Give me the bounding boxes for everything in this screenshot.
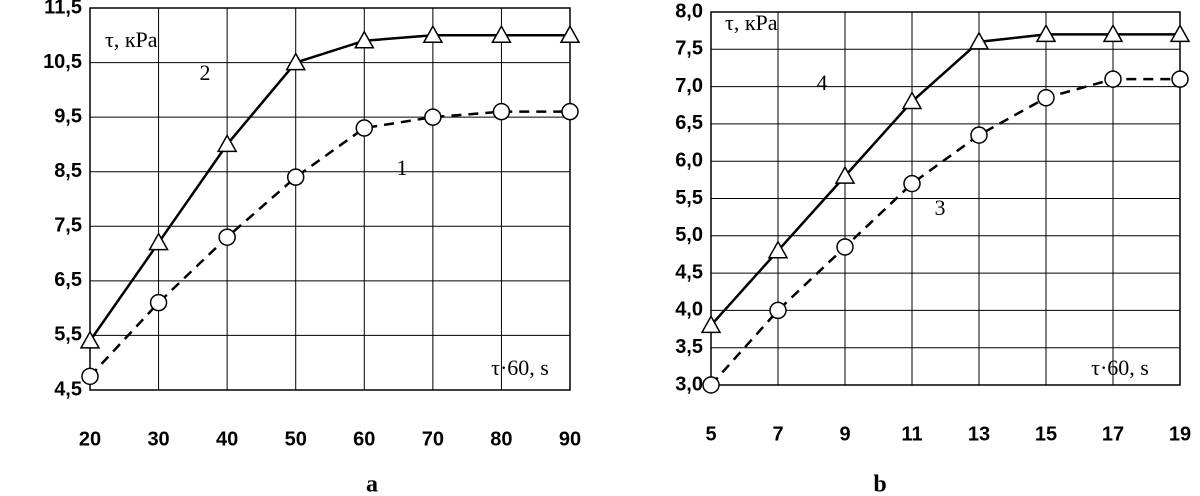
marker (422, 24, 444, 44)
y-tick-label: 4,0 (675, 299, 703, 321)
x-tick-label: 50 (285, 428, 307, 450)
marker (81, 367, 99, 386)
marker (216, 133, 238, 153)
series-line (710, 33, 1180, 327)
x-tick-label: 30 (147, 428, 169, 450)
marker (901, 90, 923, 110)
marker (148, 232, 169, 251)
marker (834, 165, 856, 184)
x-tick-label: 17 (1102, 423, 1124, 445)
y-tick-label: 9,5 (54, 105, 82, 127)
x-tick-label: 15 (1035, 423, 1057, 445)
plot-background (90, 8, 570, 390)
x-tick-label: 19 (1169, 423, 1191, 445)
marker (424, 108, 442, 126)
marker (354, 30, 375, 49)
y-tick-label: 6,5 (675, 112, 703, 134)
y-tick-label: 8,0 (675, 0, 703, 22)
marker (970, 126, 988, 144)
marker (286, 168, 305, 186)
marker (1171, 70, 1189, 88)
x-tick-label: 70 (422, 428, 444, 450)
marker (767, 240, 789, 259)
marker (492, 102, 511, 121)
x-tick-label: 13 (968, 423, 990, 445)
series-label: 3 (935, 195, 946, 220)
x-tick-label: 60 (353, 428, 375, 450)
marker (968, 31, 990, 50)
series-label: 1 (397, 155, 408, 180)
y-tick-label: 11,5 (44, 0, 82, 18)
series-line (88, 34, 570, 342)
y-tick-label: 5,0 (675, 224, 703, 246)
series-line (710, 77, 1180, 386)
x-tick-label: 80 (490, 428, 512, 450)
y-tick-label: 3,5 (675, 336, 703, 358)
marker (836, 238, 854, 256)
y-tick-label: 4,5 (54, 378, 82, 400)
panel-label: a (366, 472, 378, 496)
y-tick-label: 5,5 (675, 187, 703, 209)
x-axis-label: τ·60, s (1091, 355, 1149, 380)
x-tick-label: 9 (839, 423, 850, 445)
y-tick-label: 7,5 (54, 215, 82, 237)
marker (355, 119, 374, 137)
x-tick-label: 7 (772, 423, 783, 445)
marker (491, 24, 512, 44)
marker (1169, 23, 1191, 43)
y-axis-label: τ, кPa (105, 27, 158, 52)
y-tick-label: 8,5 (54, 160, 82, 182)
x-tick-label: 40 (216, 428, 238, 450)
series-label: 4 (817, 70, 828, 95)
x-axis-label: τ·60, s (491, 355, 549, 380)
plot-frame (710, 11, 1181, 386)
marker (1035, 23, 1057, 43)
plot-frame (89, 7, 571, 391)
marker (1102, 23, 1124, 43)
y-tick-label: 7,0 (675, 75, 703, 97)
y-tick-label: 5,5 (54, 324, 82, 346)
marker (903, 174, 921, 193)
marker (149, 293, 168, 312)
marker (559, 24, 581, 44)
series-label: 2 (200, 60, 211, 85)
series-line (89, 110, 570, 378)
y-axis-label: τ, кPa (725, 10, 778, 35)
y-tick-label: 10,5 (43, 51, 82, 73)
marker (285, 52, 306, 71)
y-tick-label: 4,5 (675, 261, 703, 283)
marker (79, 330, 101, 349)
y-tick-label: 3,0 (675, 373, 703, 395)
x-tick-label: 90 (559, 428, 581, 450)
marker (700, 314, 722, 334)
marker (1037, 89, 1055, 107)
x-tick-label: 20 (79, 428, 101, 450)
marker (218, 228, 236, 246)
x-tick-label: 5 (705, 423, 716, 445)
marker (561, 102, 579, 121)
marker (702, 376, 720, 394)
y-tick-label: 7,5 (675, 38, 703, 60)
y-tick-label: 6,0 (675, 149, 703, 171)
y-tick-label: 6,5 (54, 269, 82, 291)
marker (1104, 70, 1122, 88)
x-tick-label: 11 (901, 423, 922, 445)
panel-label: b (873, 472, 886, 496)
marker (769, 301, 787, 320)
